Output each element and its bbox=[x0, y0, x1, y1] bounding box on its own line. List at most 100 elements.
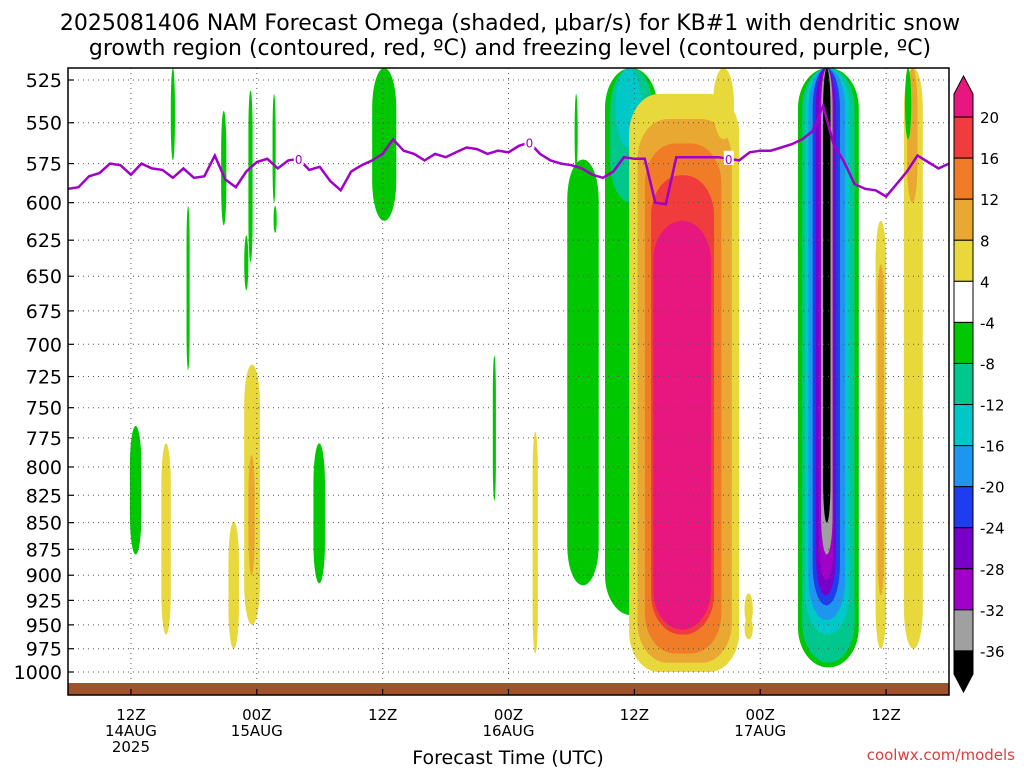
colorbar-swatch bbox=[953, 280, 974, 323]
omega-region bbox=[877, 264, 884, 596]
colorbar-label: -24 bbox=[980, 520, 1005, 538]
omega-region bbox=[532, 431, 538, 654]
x-tick-label: 12Z bbox=[871, 706, 900, 724]
colorbar-label: 20 bbox=[980, 109, 999, 127]
colorbar-swatch bbox=[953, 486, 974, 529]
omega-region bbox=[228, 521, 239, 649]
x-tick-label: 12Z bbox=[368, 706, 397, 724]
chart-title-line2: growth region (contoured, red, ºC) and f… bbox=[89, 36, 931, 61]
x-tick-label: 15AUG bbox=[231, 722, 283, 740]
colorbar-swatch bbox=[953, 321, 974, 364]
y-tick-label: 650 bbox=[26, 266, 62, 288]
omega-region bbox=[713, 68, 734, 140]
omega-region bbox=[744, 617, 753, 640]
colorbar-label: -4 bbox=[980, 314, 995, 332]
omega-region bbox=[186, 205, 190, 371]
colorbar-swatch bbox=[953, 116, 974, 159]
y-tick-label: 525 bbox=[26, 70, 62, 92]
omega-region bbox=[574, 93, 578, 172]
y-tick-label: 700 bbox=[26, 334, 62, 356]
x-tick-label: 17AUG bbox=[734, 722, 786, 740]
x-tick-label: 16AUG bbox=[483, 722, 535, 740]
colorbar-label: 4 bbox=[980, 273, 990, 291]
y-tick-label: 600 bbox=[26, 193, 62, 215]
y-tick-label: 900 bbox=[26, 565, 62, 587]
contour-label-bg bbox=[293, 150, 304, 165]
gridlines bbox=[68, 68, 949, 695]
omega-region bbox=[567, 159, 599, 586]
colorbar-swatch bbox=[953, 362, 974, 406]
x-tick-label: 00Z bbox=[242, 706, 271, 724]
x-tick-label: 2025 bbox=[112, 738, 150, 756]
x-tick-label: 14AUG bbox=[105, 722, 157, 740]
omega-region bbox=[161, 443, 171, 635]
omega-region bbox=[221, 110, 227, 226]
chart-title-line1: 2025081406 NAM Forecast Omega (shaded, μ… bbox=[60, 11, 960, 36]
omega-shading bbox=[129, 68, 923, 673]
colorbar-swatch bbox=[953, 404, 974, 447]
y-tick-label: 875 bbox=[26, 539, 62, 561]
y-tick-label: 975 bbox=[26, 639, 62, 661]
colorbar-swatch bbox=[953, 74, 974, 118]
colorbar-label: -32 bbox=[980, 602, 1005, 620]
omega-region bbox=[653, 220, 711, 630]
colorbar-label: -12 bbox=[980, 397, 1005, 415]
colorbar-swatch bbox=[953, 198, 974, 241]
omega-region bbox=[248, 454, 255, 576]
contour-label-bg bbox=[723, 150, 734, 165]
colorbar-swatch bbox=[953, 445, 974, 488]
y-tick-label: 775 bbox=[26, 428, 62, 450]
freezing-level-line bbox=[67, 102, 950, 206]
y-tick-label: 575 bbox=[26, 154, 62, 176]
omega-region bbox=[372, 68, 397, 221]
x-tick-label: 00Z bbox=[746, 706, 775, 724]
freezing-level-label: 0 bbox=[295, 153, 303, 167]
omega-region bbox=[129, 425, 142, 555]
y-tick-label: 825 bbox=[26, 485, 62, 507]
omega-region bbox=[823, 68, 831, 523]
y-tick-label: 750 bbox=[26, 398, 62, 420]
y-tick-label: 1000 bbox=[14, 662, 62, 684]
colorbar-label: 16 bbox=[980, 150, 999, 168]
y-tick-label: 675 bbox=[26, 301, 62, 323]
colorbar-label: -20 bbox=[980, 479, 1005, 497]
colorbar-swatch bbox=[953, 527, 974, 570]
y-tick-label: 925 bbox=[26, 590, 62, 612]
y-tick-label: 950 bbox=[26, 615, 62, 637]
colorbar-label: -28 bbox=[980, 561, 1005, 579]
omega-region bbox=[272, 93, 276, 203]
x-tick-label: 00Z bbox=[494, 706, 523, 724]
colorbar-swatch bbox=[953, 157, 974, 200]
freezing-level-label: 0 bbox=[526, 137, 534, 151]
freezing-level-label: 0 bbox=[725, 153, 733, 167]
y-tick-label: 550 bbox=[26, 113, 62, 135]
omega-region bbox=[492, 355, 496, 501]
x-axis-title: Forecast Time (UTC) bbox=[412, 747, 603, 768]
contour-label-bg bbox=[524, 134, 535, 149]
colorbar-swatch bbox=[953, 568, 974, 611]
y-tick-label: 800 bbox=[26, 457, 62, 479]
y-axis-pressure: 525 550 575 600 625 650 675 700 725 750 775 800 825 8… bbox=[14, 70, 74, 684]
omega-region bbox=[244, 235, 249, 291]
colorbar-label: -36 bbox=[980, 643, 1005, 661]
x-tick-label: 12Z bbox=[116, 706, 145, 724]
omega-region bbox=[904, 68, 912, 140]
colorbar-label: 8 bbox=[980, 232, 990, 250]
credit-link[interactable]: coolwx.com/models bbox=[867, 746, 1015, 764]
y-tick-label: 725 bbox=[26, 367, 62, 389]
colorbar-swatch bbox=[953, 609, 974, 652]
colorbar-swatch bbox=[953, 650, 974, 694]
omega-region bbox=[248, 90, 253, 262]
colorbar-label: -16 bbox=[980, 438, 1005, 456]
y-tick-label: 850 bbox=[26, 513, 62, 535]
colorbar-legend: 20 16 12 8 4 -4 -8 -12 -16 -20 -24 -28 -32 -36 bbox=[953, 74, 1005, 694]
omega-region bbox=[273, 205, 277, 233]
x-tick-label: 12Z bbox=[620, 706, 649, 724]
omega-region bbox=[170, 68, 175, 161]
colorbar-label: -8 bbox=[980, 355, 995, 373]
colorbar-label: 12 bbox=[980, 191, 999, 209]
omega-region bbox=[903, 68, 923, 649]
